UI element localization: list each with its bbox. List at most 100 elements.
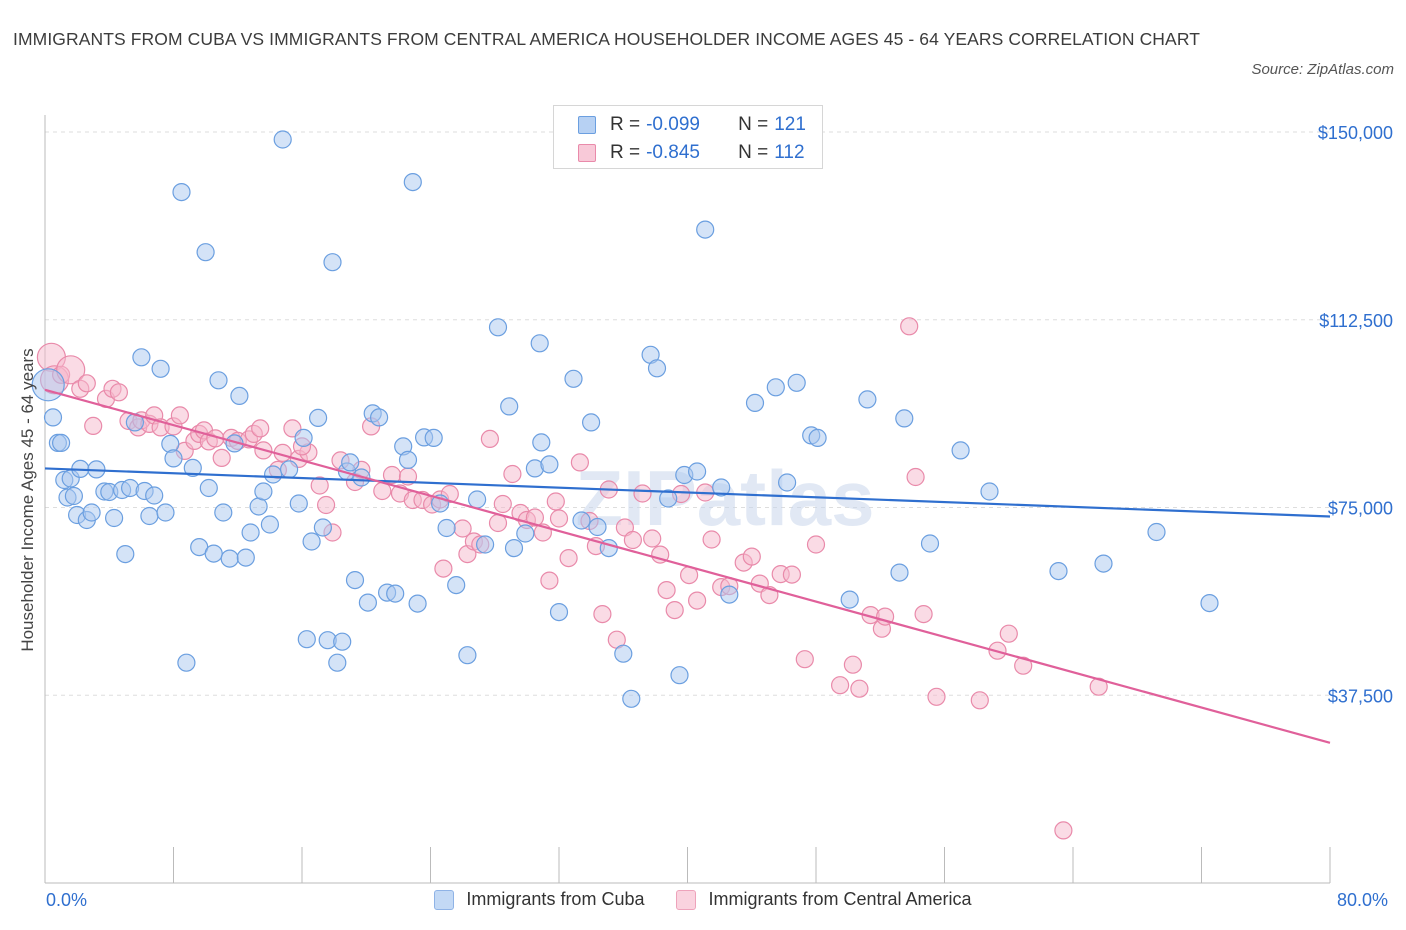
y-tick-label-1: $75,000	[1328, 499, 1393, 519]
cuba-points	[31, 130, 1219, 708]
cuba-point-84	[530, 334, 549, 353]
central-america-point-77	[643, 529, 662, 548]
cuba-point-60	[345, 570, 365, 590]
cuba-point-72	[424, 428, 443, 447]
cuba-point-113	[895, 409, 914, 428]
central-america-point-17	[170, 406, 189, 425]
central-america-point-94	[795, 650, 814, 669]
central-america-trend-line	[44, 388, 1331, 744]
cuba-point-87	[549, 602, 569, 622]
cuba-point-62	[358, 593, 377, 612]
central-america-point-58	[493, 494, 512, 514]
cuba-legend-label: Immigrants from Cuba	[466, 889, 645, 909]
cuba-point-7	[64, 486, 84, 506]
cuba-point-94	[622, 689, 641, 708]
cuba-point-75	[447, 575, 466, 595]
grid-layer	[45, 131, 1330, 696]
cuba-point-55	[323, 253, 342, 272]
cuba-point-77	[468, 490, 487, 509]
cuba-point-81	[504, 538, 524, 558]
cuba-point-23	[145, 486, 164, 505]
x-tick-max: 80.0%	[1337, 890, 1389, 910]
central-america-point-79	[657, 580, 676, 600]
cuba-n-value: 121	[774, 114, 806, 135]
cuba-point-91	[588, 517, 607, 537]
central-america-point-75	[623, 530, 643, 550]
cuba-point-35	[209, 371, 228, 390]
cuba-point-49	[294, 428, 313, 447]
cuba-point-41	[241, 523, 260, 542]
cuba-point-97	[659, 489, 678, 508]
central-america-point-106	[970, 691, 989, 710]
chart-title: IMMIGRANTS FROM CUBA VS IMMIGRANTS FROM …	[13, 29, 1201, 49]
legend-item-central-america[interactable]: Immigrants from Central America	[676, 889, 972, 910]
cuba-point-34	[204, 544, 223, 563]
cuba-point-30	[183, 458, 202, 477]
legend-item-cuba[interactable]: Immigrants from Cuba	[434, 889, 644, 910]
y-tick-label-3: $150,000	[1318, 123, 1393, 143]
cuba-point-20	[132, 348, 151, 367]
cuba-point-120	[1200, 593, 1219, 613]
cuba-trend-line	[44, 467, 1331, 518]
central-america-point-102	[900, 317, 919, 336]
cuba-point-29	[177, 653, 196, 672]
central-america-point-29	[251, 419, 270, 438]
cuba-point-118	[1094, 554, 1113, 573]
x-tick-min: 0.0%	[46, 890, 88, 910]
central-america-point-56	[480, 429, 499, 448]
central-america-point-9	[109, 383, 129, 402]
y-tick-label-2: $112,500	[1319, 311, 1393, 331]
cuba-point-80	[500, 397, 519, 416]
central-america-r-value: -0.845	[646, 142, 700, 163]
cuba-point-37	[220, 549, 239, 568]
source-label: Source: ZipAtlas.com	[1251, 61, 1394, 78]
cuba-point-27	[164, 449, 183, 468]
cuba-point-105	[766, 378, 785, 397]
cuba-point-28	[172, 183, 191, 202]
cuba-point-82	[516, 524, 535, 543]
cuba-point-114	[920, 534, 940, 553]
cuba-point-11	[82, 503, 101, 522]
cuba-point-102	[712, 478, 731, 497]
cuba-point-86	[540, 455, 559, 474]
central-america-point-66	[549, 509, 569, 528]
cuba-point-66	[386, 584, 405, 603]
cuba-point-47	[280, 460, 299, 479]
central-america-point-71	[593, 604, 612, 624]
cuba-point-115	[951, 441, 970, 460]
cuba-point-74	[437, 518, 456, 538]
cuba-point-100	[687, 462, 707, 481]
cuba-point-22	[140, 506, 159, 526]
central-america-point-98	[850, 679, 869, 698]
cuba-point-112	[890, 563, 909, 582]
central-america-point-104	[906, 467, 925, 487]
central-america-point-80	[665, 600, 684, 620]
cuba-point-107	[787, 373, 806, 392]
legend-row-cuba: R = -0.099 N = 121	[578, 113, 806, 137]
central-america-point-105	[927, 687, 946, 706]
cuba-point-52	[309, 408, 328, 427]
central-america-point-65	[546, 492, 565, 511]
cuba-point-1	[43, 408, 63, 427]
cuba-point-93	[614, 644, 633, 663]
y-axis-label: Householder Income Ages 45 - 64 years	[18, 348, 37, 651]
central-america-point-68	[570, 453, 590, 472]
r-label: R =	[610, 142, 641, 163]
cuba-point-111	[858, 390, 877, 409]
central-america-point-5	[77, 374, 96, 393]
central-america-point-37	[317, 495, 336, 515]
cuba-point-103	[720, 585, 739, 604]
cuba-point-69	[403, 173, 422, 192]
cuba-point-119	[1147, 522, 1166, 542]
central-america-legend-swatch	[676, 889, 697, 910]
central-america-point-93	[782, 565, 802, 584]
cuba-point-88	[564, 369, 583, 388]
axis-layer	[44, 115, 1331, 884]
cuba-r-value: -0.099	[646, 114, 700, 135]
cuba-point-0	[31, 368, 65, 402]
cuba-point-98	[670, 666, 689, 685]
cuba-point-106	[777, 473, 797, 492]
cuba-point-50	[297, 630, 316, 649]
n-label: N =	[738, 114, 769, 135]
